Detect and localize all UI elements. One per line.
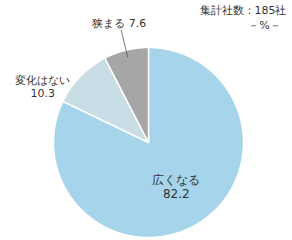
svg-text:集計社数：185社: 集計社数：185社 — [200, 4, 287, 17]
svg-text:広くなる82.2: 広くなる82.2 — [152, 173, 200, 201]
svg-text:変化はない10.3: 変化はない10.3 — [15, 74, 70, 100]
svg-text:狭まる 7.6: 狭まる 7.6 — [92, 17, 146, 30]
svg-text:－%－: －%－ — [248, 19, 280, 32]
